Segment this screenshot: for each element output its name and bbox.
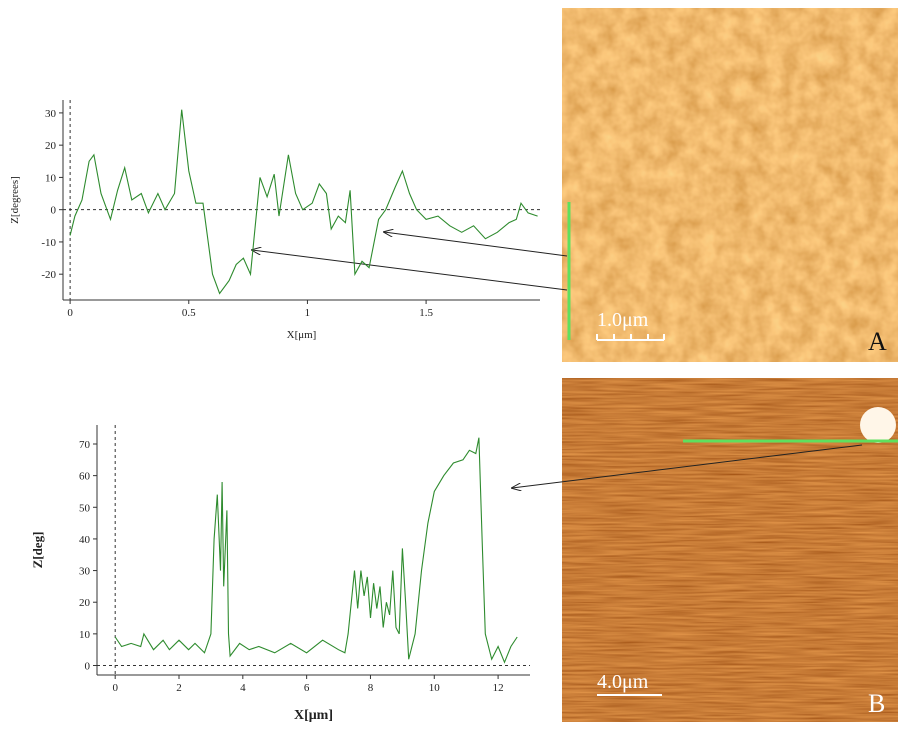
scale-bar-label: 4.0μm [597,671,649,693]
x-axis-label: X[μm] [294,708,333,723]
x-tick-label: 4 [240,682,246,694]
y-tick-label: 10 [45,172,57,184]
x-tick-label: 0 [67,307,73,319]
x-tick-label: 0 [112,682,118,694]
y-tick-label: 20 [45,140,57,152]
x-tick-label: 0.5 [182,307,196,319]
y-tick-label: -20 [41,269,56,281]
profile-line [69,109,538,295]
x-tick-label: 6 [304,682,310,694]
x-tick-label: 2 [176,682,182,694]
panel-label: A [868,327,887,356]
profile-line [114,437,518,664]
x-tick-label: 10 [429,682,441,694]
y-tick-label: 20 [79,597,91,609]
profile-chart: 0 0.5 1 1.5 -20 -10 0 10 20 30 X[μm] Z[degrees] [9,100,540,341]
x-tick-label: 1.5 [419,307,433,319]
profile-chart: 0 2 4 6 8 10 12 0 10 20 30 40 50 60 70 X[μm] Z[deg] [30,425,530,723]
y-tick-label: 50 [79,502,91,514]
y-tick-label: 30 [45,108,57,120]
x-axis-label: X[μm] [287,329,317,341]
y-tick-label: 10 [79,629,91,641]
y-tick-label: 30 [79,566,91,578]
panel-label: B [868,689,885,718]
y-axis-label: Z[degrees] [9,176,21,224]
image-b: 4.0μm B [562,378,898,722]
y-tick-label: 60 [79,471,91,483]
y-tick-label: 0 [85,661,91,673]
arrows [252,232,863,488]
scale-bar-label: 1.0μm [597,309,649,331]
y-tick-label: -10 [41,237,56,249]
x-tick-label: 12 [493,682,504,694]
y-tick-label: 70 [79,439,91,451]
y-tick-label: 40 [79,534,91,546]
y-tick-label: 0 [51,205,57,217]
x-tick-label: 8 [368,682,374,694]
y-axis-label: Z[deg] [30,532,45,569]
x-tick-label: 1 [305,307,311,319]
image-a: 1.0μm A [562,8,898,362]
